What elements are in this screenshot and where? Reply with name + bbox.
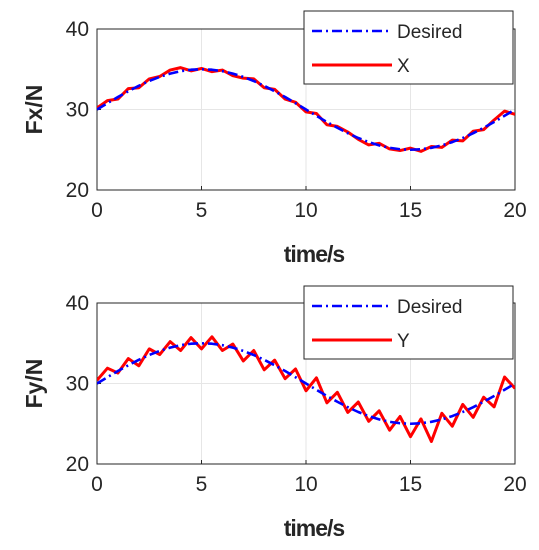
chart2-y-tick-label: 20 <box>66 453 89 476</box>
chart2-y-tick-label: 40 <box>66 292 89 315</box>
chart1-series-desired-line <box>97 67 515 152</box>
chart1-y-axis-label: Fx/N <box>21 85 47 135</box>
chart2-y-axis-label: Fy/N <box>21 359 47 409</box>
chart1-x-tick-label: 15 <box>399 199 422 222</box>
chart2-legend-label-y: Y <box>397 331 410 352</box>
chart1-x-tick-label: 0 <box>91 199 103 222</box>
chart2-legend-label-desired: Desired <box>397 297 462 318</box>
chart1-legend-label-x: X <box>397 56 410 77</box>
chart2-x-tick-label: 10 <box>294 473 317 496</box>
chart2-x-tick-label: 15 <box>399 473 422 496</box>
chart1-y-tick-label: 30 <box>66 99 89 122</box>
chart2-x-tick-label: 0 <box>91 473 103 496</box>
chart2-legend-box <box>303 285 514 360</box>
chart-fy: 0 5 10 15 20 20 30 40 time/s Fy/N Desired Y <box>21 285 527 541</box>
chart1-legend-label-desired: Desired <box>397 22 462 43</box>
chart-fx: 0 5 10 15 20 20 30 40 time/s Fx/N Desired X <box>21 10 527 267</box>
chart2-x-tick-label: 20 <box>503 473 526 496</box>
chart2-x-tick-label: 5 <box>196 473 208 496</box>
chart1-y-tick-label: 20 <box>66 179 89 202</box>
chart1-y-tick-label: 40 <box>66 18 89 41</box>
chart1-x-tick-label: 10 <box>294 199 317 222</box>
chart1-x-tick-label: 20 <box>503 199 526 222</box>
chart1-x-axis-label: time/s <box>284 241 345 267</box>
chart1-legend-box <box>303 10 514 85</box>
chart2-y-tick-label: 30 <box>66 373 89 396</box>
chart2-x-axis-label: time/s <box>284 515 345 541</box>
chart1-x-tick-label: 5 <box>196 199 208 222</box>
chart2-series-desired-line <box>97 341 515 426</box>
chart2-series-y-line <box>97 335 515 443</box>
